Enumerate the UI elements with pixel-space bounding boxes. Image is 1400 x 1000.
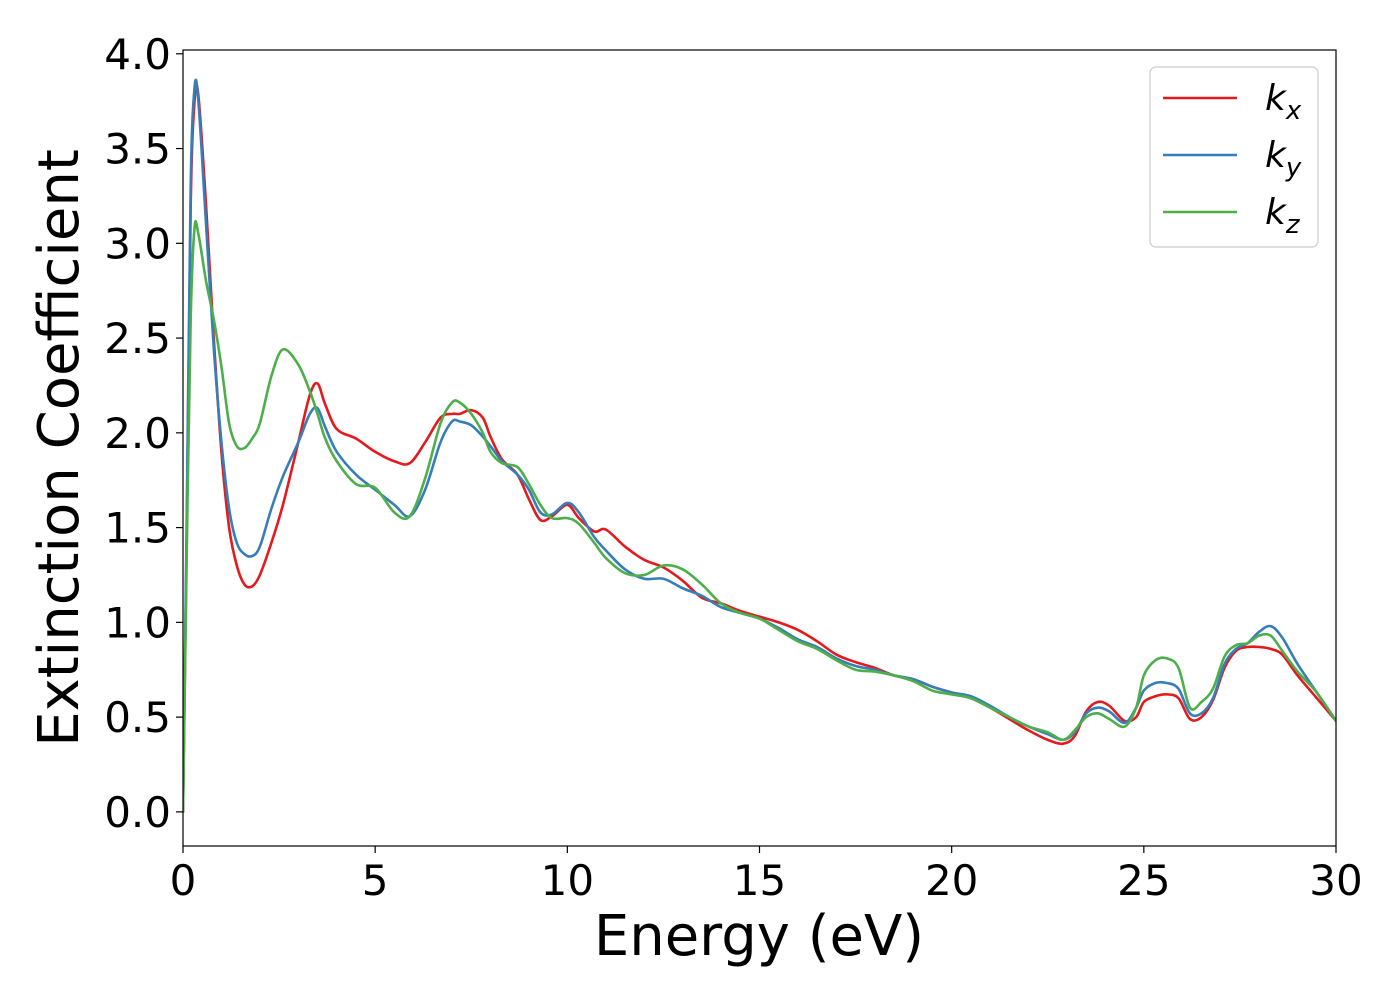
legend-label-main: k [1265, 78, 1288, 119]
y-tick-label: 4.0 [104, 30, 171, 79]
y-tick-label: 3.0 [104, 219, 171, 268]
series-layer [183, 78, 1336, 814]
y-tick-label: 1.5 [104, 504, 171, 553]
legend-label-main: k [1265, 135, 1288, 176]
legend-label-subscript: z [1285, 210, 1301, 240]
x-tick-label: 5 [362, 856, 389, 905]
x-tick-label: 10 [541, 856, 594, 905]
x-axis: 0 5 10 15 20 25 30 [170, 846, 1363, 905]
x-tick-label: 30 [1309, 856, 1362, 905]
legend-label-kx: kx [1265, 78, 1302, 126]
y-tick-label: 3.5 [104, 125, 171, 174]
series-line-ky [183, 78, 1336, 814]
y-tick-label: 2.5 [104, 314, 171, 363]
y-tick-label: 1.0 [104, 598, 171, 647]
legend-label-subscript: x [1285, 96, 1302, 126]
x-tick-label: 0 [170, 856, 197, 905]
series-line-kz [183, 220, 1336, 814]
legend-frame [1149, 66, 1319, 248]
y-axis-title: Extinction Coefficient [27, 149, 92, 747]
legend-label-subscript: y [1285, 153, 1302, 183]
x-tick-label: 25 [1117, 856, 1170, 905]
series-line-kx [183, 83, 1336, 814]
x-tick-label: 20 [925, 856, 978, 905]
x-axis-title: Energy (eV) [594, 904, 924, 969]
legend-label-kz: kz [1265, 192, 1301, 240]
y-tick-label: 2.0 [104, 409, 171, 458]
legend-label-main: k [1265, 192, 1288, 233]
y-axis: 0.0 0.5 1.0 1.5 2.0 2.5 3.0 3.5 4.0 [104, 30, 183, 837]
legend-label-ky: ky [1265, 135, 1302, 183]
x-tick-label: 15 [733, 856, 786, 905]
y-tick-label: 0.5 [104, 693, 171, 742]
y-tick-label: 0.0 [104, 788, 171, 837]
